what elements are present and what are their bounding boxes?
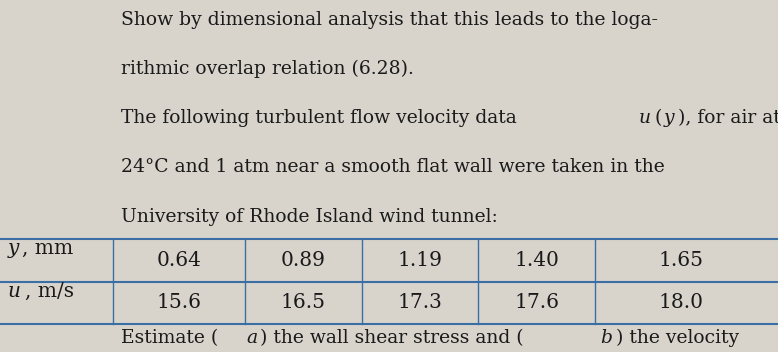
Text: 16.5: 16.5 [281, 293, 326, 312]
Text: 24°C and 1 atm near a smooth flat wall were taken in the: 24°C and 1 atm near a smooth flat wall w… [121, 158, 664, 176]
Text: ) the velocity: ) the velocity [616, 329, 745, 347]
Text: 0.64: 0.64 [156, 251, 202, 270]
Text: , m/s: , m/s [25, 282, 74, 301]
Text: 15.6: 15.6 [156, 293, 202, 312]
Text: u: u [8, 282, 21, 301]
Text: 1.19: 1.19 [398, 251, 443, 270]
Text: 18.0: 18.0 [658, 293, 703, 312]
Text: b: b [601, 329, 612, 347]
Text: u: u [639, 109, 651, 127]
Text: 1.65: 1.65 [658, 251, 703, 270]
Text: , mm: , mm [23, 239, 74, 258]
Text: ), for air at: ), for air at [678, 109, 778, 127]
Text: (: ( [654, 109, 662, 127]
Text: The following turbulent flow velocity data: The following turbulent flow velocity da… [121, 109, 522, 127]
Text: 17.6: 17.6 [514, 293, 559, 312]
Text: y: y [8, 239, 19, 258]
Text: Estimate (: Estimate ( [121, 329, 218, 347]
Text: University of Rhode Island wind tunnel:: University of Rhode Island wind tunnel: [121, 208, 497, 226]
Text: rithmic overlap relation (6.28).: rithmic overlap relation (6.28). [121, 60, 413, 78]
Text: 17.3: 17.3 [398, 293, 443, 312]
Text: 0.89: 0.89 [281, 251, 326, 270]
Text: ) the wall shear stress and (: ) the wall shear stress and ( [261, 329, 524, 347]
Text: Show by dimensional analysis that this leads to the loga-: Show by dimensional analysis that this l… [121, 11, 657, 29]
Text: a: a [246, 329, 258, 347]
Text: 1.40: 1.40 [514, 251, 559, 270]
Text: y: y [664, 109, 675, 127]
